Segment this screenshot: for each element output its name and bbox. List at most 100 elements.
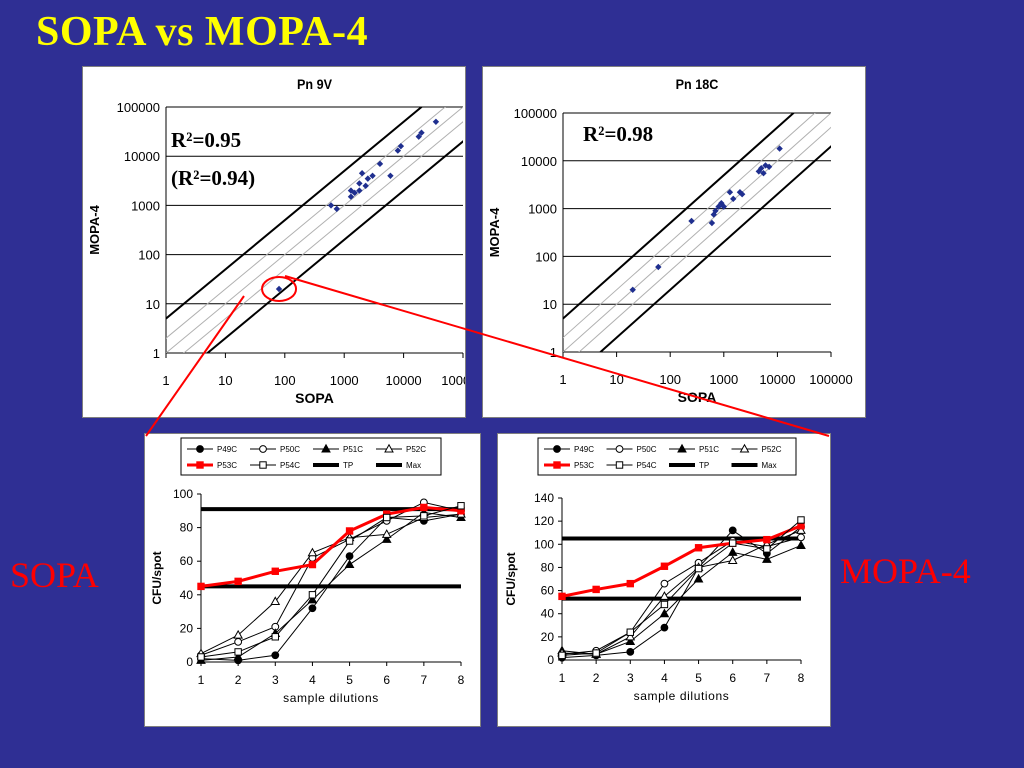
- open-triangle-marker: [270, 596, 281, 606]
- open-triangle-marker: [384, 443, 394, 453]
- open-square-marker: [615, 461, 624, 469]
- y-tick-label: 20: [541, 630, 555, 644]
- legend-label: P51C: [699, 445, 719, 454]
- open-square-marker: [457, 502, 465, 510]
- y-tick-label: 0: [186, 655, 193, 669]
- series-line-p51c: [561, 544, 802, 655]
- x-tick-label: 6: [383, 673, 390, 687]
- data-point: [418, 129, 425, 136]
- series-line-p53c: [561, 524, 802, 598]
- x-tick-label: 100000: [441, 373, 465, 388]
- open-square-marker: [729, 539, 737, 547]
- legend-label: P53C: [217, 461, 237, 470]
- open-circle-marker: [660, 579, 669, 588]
- slide-title: SOPA vs MOPA-4: [36, 9, 369, 55]
- filled-circle-marker: [553, 445, 561, 453]
- line-chart-sopa: P49C P50C P51C P52C P53C P54C TP Max 0 20 40 60 80 10…: [150, 437, 466, 705]
- data-point: [776, 145, 783, 152]
- x-tick-label: 1000: [709, 372, 738, 387]
- x-tick-label: 7: [421, 673, 428, 687]
- series-line-p52c: [561, 529, 802, 655]
- filled-triangle-marker: [677, 443, 687, 453]
- open-triangle-marker: [796, 525, 806, 534]
- y-tick-label: 100: [534, 537, 554, 551]
- x-tick-label: 3: [627, 671, 634, 685]
- chart-title: Pn 9V: [297, 76, 332, 92]
- x-tick-label: 7: [764, 671, 771, 685]
- legend-label: P51C: [343, 445, 363, 454]
- plot-area: [166, 107, 463, 353]
- legend-box: [180, 437, 442, 476]
- x-tick-label: 6: [729, 671, 736, 685]
- open-circle-marker: [615, 445, 624, 453]
- identity-line: [563, 113, 831, 352]
- y-tick-label: 80: [541, 560, 555, 574]
- data-point: [347, 193, 355, 200]
- filled-square-marker: [234, 577, 242, 586]
- open-square-marker: [626, 628, 634, 636]
- y-tick-label: 1: [153, 346, 160, 361]
- open-triangle-marker: [727, 555, 738, 564]
- filled-triangle-marker: [233, 651, 243, 661]
- series-line-p51c: [200, 511, 462, 661]
- legend-label: P52C: [762, 445, 782, 454]
- x-tick-label: 8: [798, 671, 805, 685]
- open-square-marker: [694, 564, 703, 573]
- legend-label: P49C: [217, 445, 237, 454]
- y-tick-label: 10000: [521, 154, 557, 169]
- y-tick-label: 80: [180, 521, 194, 535]
- filled-triangle-marker: [727, 547, 738, 556]
- filled-square-marker: [558, 592, 566, 601]
- filled-circle-marker: [345, 552, 354, 561]
- legend-label: P54C: [280, 461, 300, 470]
- filled-circle-marker: [196, 445, 204, 453]
- sopa-side-label: SOPA: [10, 555, 99, 595]
- x-tick-label: 1000: [330, 373, 359, 388]
- x-tick-label: 2: [235, 673, 242, 687]
- legend-label: P52C: [406, 445, 426, 454]
- filled-square-marker: [626, 579, 634, 588]
- y-tick-label: 10: [146, 297, 160, 312]
- filled-circle-marker: [626, 648, 635, 656]
- data-point: [362, 182, 369, 190]
- y-tick-label: 100000: [514, 106, 557, 121]
- open-triangle-marker: [625, 631, 636, 641]
- y-tick-label: 120: [534, 514, 554, 528]
- x-tick-label: 10: [609, 372, 623, 387]
- y-tick-label: 1000: [131, 198, 160, 213]
- filled-triangle-marker: [625, 636, 636, 645]
- series-line-p53c: [200, 505, 462, 588]
- scatter-chart-pn18c: Pn 18C 11 10 10 100 100 1000 1000 10000 10000 1000…: [487, 76, 853, 405]
- open-square-marker: [234, 648, 242, 656]
- open-square-marker: [797, 516, 805, 524]
- x-tick-label: 8: [458, 673, 465, 687]
- inner-band-line: [563, 113, 816, 339]
- x-tick-label: 3: [272, 673, 279, 687]
- x-tick-label: 100: [659, 372, 681, 387]
- y-tick-label: 20: [180, 621, 194, 635]
- legend-label: P49C: [574, 445, 594, 454]
- x-tick-label: 1: [559, 671, 566, 685]
- y-tick-label: 100: [138, 248, 160, 263]
- x-tick-label: 10: [218, 373, 232, 388]
- open-square-marker: [259, 461, 267, 469]
- data-point: [356, 180, 363, 187]
- data-point: [364, 175, 372, 182]
- open-square-marker: [271, 633, 279, 641]
- data-point: [415, 133, 422, 140]
- x-axis-label: SOPA: [295, 390, 334, 406]
- y-tick-label: 10: [543, 297, 557, 312]
- open-circle-marker: [259, 445, 267, 453]
- legend-label: P54C: [637, 461, 657, 470]
- x-tick-label: 5: [695, 671, 702, 685]
- identity-line: [166, 107, 463, 353]
- filled-circle-marker: [271, 651, 280, 660]
- y-tick-label: 100: [535, 249, 557, 264]
- filled-triangle-marker: [693, 573, 704, 583]
- series-line-p54c: [200, 505, 462, 658]
- open-triangle-marker: [659, 591, 670, 600]
- filled-triangle-marker: [381, 534, 392, 543]
- open-square-marker: [197, 653, 205, 661]
- filled-square-marker: [592, 585, 600, 594]
- filled-triangle-marker: [307, 594, 318, 604]
